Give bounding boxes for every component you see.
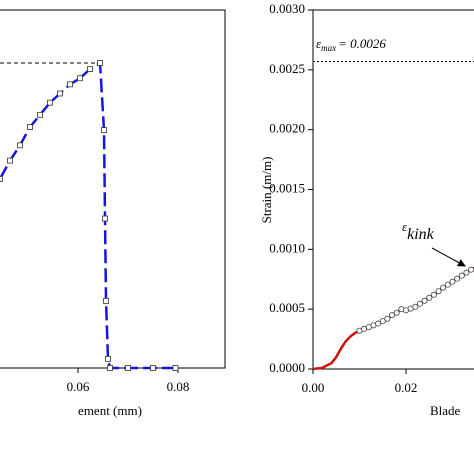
- data-point: [430, 291, 437, 298]
- data-point: [57, 90, 63, 97]
- symbol: ε: [316, 36, 322, 51]
- data-point: [416, 300, 423, 307]
- symbol: ε: [402, 219, 408, 234]
- data-point: [454, 275, 461, 282]
- data-point: [384, 315, 391, 322]
- x-tick-label: 0.06: [67, 379, 90, 394]
- data-point: [444, 281, 451, 288]
- x-axis-label: Blade: [430, 403, 461, 418]
- y-axis-label: Strain (m/m): [259, 157, 274, 224]
- x-tick-label: 0.08: [167, 379, 190, 394]
- subscript: max: [321, 43, 336, 53]
- data-point: [458, 272, 465, 279]
- annotation-arrow: [431, 247, 466, 267]
- data-point: [103, 297, 109, 304]
- data-point: [105, 355, 111, 362]
- y-tick-label: 0.0030: [269, 1, 305, 16]
- subscript: kink: [407, 226, 435, 243]
- y-tick-label: 0.0020: [269, 121, 305, 136]
- data-point: [97, 60, 103, 66]
- y-tick-label: 0.0010: [269, 240, 305, 255]
- data-point: [172, 365, 179, 371]
- y-tick-label: 0.0015: [269, 180, 305, 195]
- data-point: [67, 81, 73, 88]
- x-tick-label: 0.02: [395, 380, 418, 395]
- data-line: [0, 60, 176, 370]
- data-point: [107, 365, 113, 371]
- data-point: [389, 312, 396, 319]
- data-point: [0, 175, 3, 182]
- data-point: [393, 309, 400, 316]
- data-point: [101, 127, 107, 133]
- data-point: [37, 111, 43, 118]
- data-point: [27, 124, 33, 130]
- data-point: [463, 269, 470, 276]
- x-axis-label: ement (mm): [78, 403, 142, 418]
- annotation-text: = 0.0026: [338, 36, 386, 51]
- data-point: [379, 318, 386, 325]
- data-point: [449, 278, 456, 285]
- data-point: [77, 75, 83, 82]
- data-point: [17, 142, 23, 149]
- left-plot-frame: [0, 9, 226, 369]
- data-point: [375, 320, 382, 327]
- data-point: [468, 266, 474, 273]
- data-point: [7, 157, 13, 164]
- data-point: [102, 215, 108, 222]
- data-point: [412, 303, 419, 310]
- data-point: [426, 294, 433, 301]
- data-point: [435, 288, 442, 295]
- y-tick-label: 0.0000: [269, 360, 305, 375]
- y-tick-label: 0.0025: [269, 61, 305, 76]
- y-tick-label: 0.0005: [269, 300, 305, 315]
- annotation-kink: εkink: [402, 219, 435, 243]
- data-point: [125, 365, 131, 371]
- annotation-max: εmax = 0.0026: [316, 36, 386, 53]
- data-point: [440, 284, 447, 291]
- data-point: [150, 365, 156, 371]
- data-point: [47, 99, 53, 106]
- data-point: [421, 297, 428, 304]
- x-tick-label: 0.00: [302, 380, 325, 395]
- data-point: [87, 66, 93, 72]
